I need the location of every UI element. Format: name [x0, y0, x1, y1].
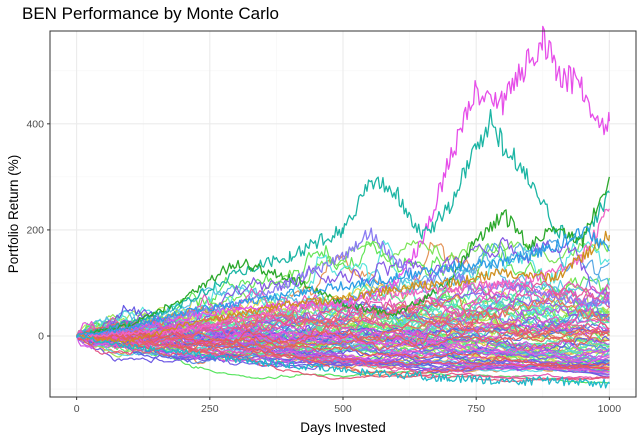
simulation-line: [76, 319, 610, 350]
simulation-line: [76, 293, 610, 339]
x-tick-label: 750: [467, 403, 485, 415]
simulation-line: [76, 335, 610, 373]
y-tick-label: 400: [26, 118, 44, 130]
chart-title: BEN Performance by Monte Carlo: [22, 4, 279, 23]
simulation-line: [76, 302, 610, 349]
simulation-line: [76, 291, 610, 352]
simulation-line-highlight: [76, 227, 611, 338]
simulation-line: [76, 319, 610, 351]
y-tick-label: 200: [26, 224, 44, 236]
simulation-line-highlight: [76, 208, 610, 339]
simulation-line-highlight: [76, 176, 610, 338]
simulation-line: [76, 332, 610, 369]
simulation-line: [76, 311, 610, 340]
simulation-line: [76, 326, 610, 354]
simulation-line-highlight: [76, 230, 611, 344]
simulation-line: [76, 323, 610, 379]
y-axis-label: Portfolio Return (%): [6, 155, 21, 274]
y-tick-label: 0: [38, 331, 44, 343]
x-tick-label: 1000: [598, 403, 622, 415]
simulation-line-highlight: [76, 108, 610, 338]
simulation-line-highlight: [76, 226, 610, 338]
x-tick-label: 0: [74, 403, 80, 415]
simulation-line: [76, 329, 610, 370]
simulation-line-highlight: [76, 334, 610, 389]
x-tick-label: 250: [201, 403, 219, 415]
x-tick-label: 500: [334, 403, 352, 415]
axis-ticks-layer: 0 250 500 750 1000 0 200 400: [26, 118, 621, 415]
simulation-lines-layer: [76, 25, 611, 389]
simulation-line: [76, 237, 610, 347]
simulation-line: [76, 327, 610, 383]
x-axis-label: Days Invested: [300, 420, 386, 435]
